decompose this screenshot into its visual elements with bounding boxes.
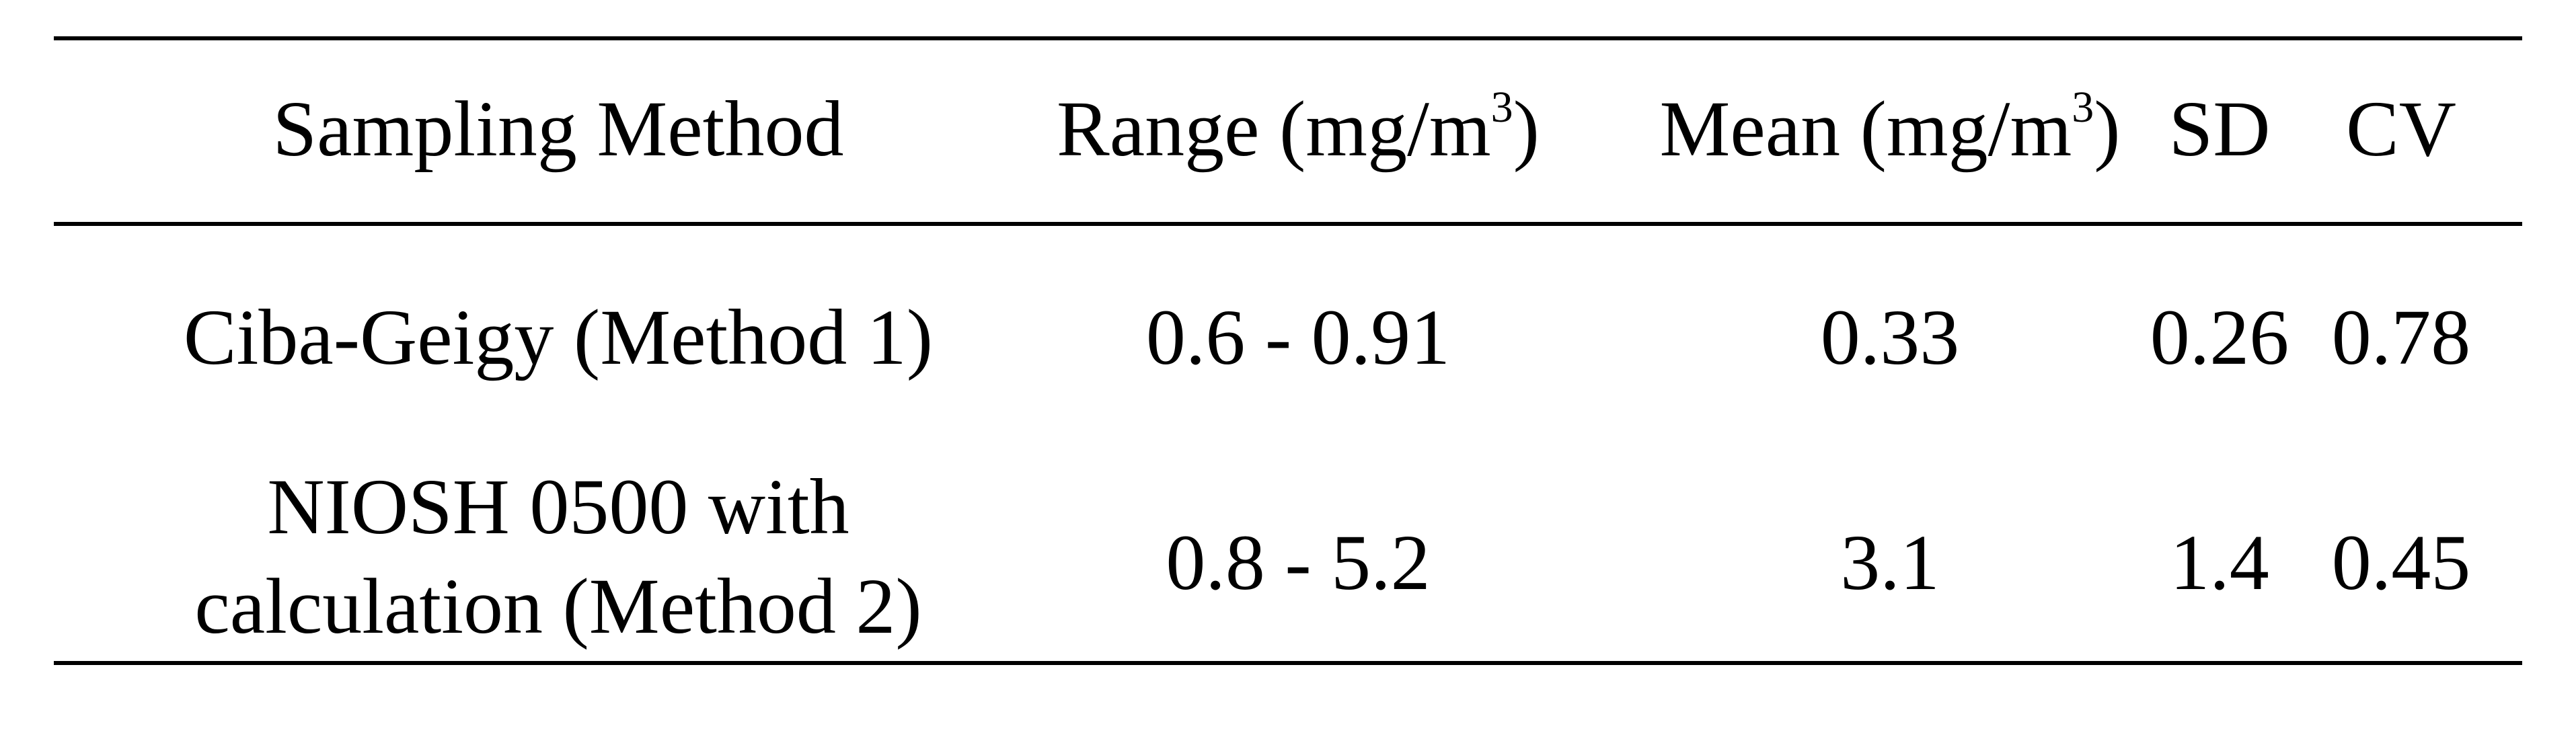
row-1-sd: 0.26	[2150, 293, 2289, 381]
header-range: Range (mg/m3)	[982, 81, 1614, 178]
row-1-mean: 0.33	[1820, 293, 1960, 381]
header-mean-text: Mean (mg/m	[1659, 85, 2072, 173]
top-rule	[54, 36, 2522, 40]
header-cv: CV	[2346, 85, 2456, 173]
data-table: Sampling Method Range (mg/m3) Mean (mg/m…	[54, 27, 2522, 686]
row-2-method-line-1: NIOSH 0500 with	[267, 463, 849, 551]
row-1-range: 0.6 - 0.91	[1145, 293, 1451, 381]
header-mean-close: )	[2094, 85, 2121, 173]
row-2-method: NIOSH 0500 with calculation (Method 2)	[74, 457, 1043, 656]
bottom-rule	[54, 661, 2522, 665]
row-1-cv: 0.78	[2331, 293, 2471, 381]
header-range-close: )	[1513, 85, 1540, 173]
row-1-method: Ciba-Geigy (Method 1)	[183, 293, 934, 381]
header-mean: Mean (mg/m3)	[1567, 81, 2213, 178]
row-2-cv: 0.45	[2331, 518, 2471, 607]
header-sd: SD	[2168, 85, 2271, 173]
row-2-mean: 3.1	[1840, 518, 1940, 607]
header-sampling-method: Sampling Method	[272, 85, 844, 173]
row-2-range: 0.8 - 5.2	[1166, 518, 1431, 607]
row-2-sd: 1.4	[2170, 518, 2269, 607]
header-range-text: Range (mg/m	[1057, 85, 1491, 173]
header-rule	[54, 222, 2522, 226]
header-range-superscript: 3	[1490, 82, 1513, 132]
row-2-method-line-2: calculation (Method 2)	[194, 562, 922, 650]
header-mean-superscript: 3	[2072, 82, 2094, 132]
